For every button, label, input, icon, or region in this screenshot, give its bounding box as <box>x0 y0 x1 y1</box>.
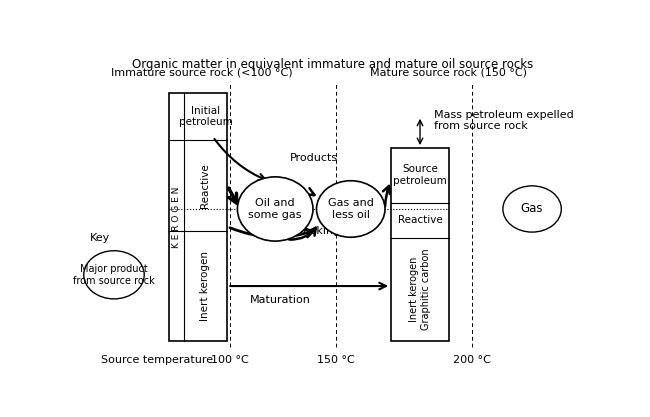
Text: Mass petroleum expelled
from source rock: Mass petroleum expelled from source rock <box>434 110 573 131</box>
Text: Reactive: Reactive <box>200 163 211 208</box>
Text: Key: Key <box>90 233 110 243</box>
Text: K E R O G E N: K E R O G E N <box>172 186 181 248</box>
Ellipse shape <box>317 181 385 237</box>
Text: Inert kerogen: Inert kerogen <box>200 251 211 321</box>
Text: Products: Products <box>291 153 339 163</box>
Text: Source temperature: Source temperature <box>101 355 213 365</box>
Text: Organic matter in equivalent immature and mature oil source rocks: Organic matter in equivalent immature an… <box>133 58 534 71</box>
Ellipse shape <box>84 251 144 299</box>
Text: Gas: Gas <box>521 203 543 216</box>
Text: 200 °C: 200 °C <box>452 355 491 365</box>
Text: Initial
petroleum: Initial petroleum <box>179 106 232 128</box>
Text: 150 °C: 150 °C <box>317 355 354 365</box>
Text: Maturation: Maturation <box>250 296 311 306</box>
Ellipse shape <box>237 177 313 241</box>
Bar <box>391 148 449 341</box>
Text: 100 °C: 100 °C <box>211 355 249 365</box>
Text: Gas and
less oil: Gas and less oil <box>328 198 374 220</box>
Bar <box>170 93 228 341</box>
Text: Major product
from source rock: Major product from source rock <box>73 264 155 286</box>
Text: Oil and
some gas: Oil and some gas <box>248 198 302 220</box>
Text: Mature source rock (150 °C): Mature source rock (150 °C) <box>370 68 528 78</box>
Text: Inert kerogen
Graphitic carbon: Inert kerogen Graphitic carbon <box>410 249 431 330</box>
Ellipse shape <box>503 186 562 232</box>
Text: Source
petroleum: Source petroleum <box>393 164 447 186</box>
Text: Reactive: Reactive <box>398 215 443 225</box>
Text: Cracking: Cracking <box>292 226 341 236</box>
Text: Immature source rock (<100 °C): Immature source rock (<100 °C) <box>111 68 293 78</box>
